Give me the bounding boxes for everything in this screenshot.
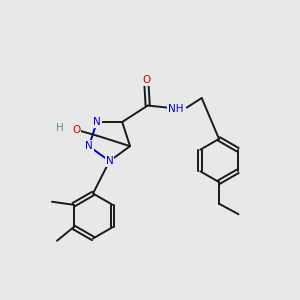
- Text: N: N: [93, 117, 101, 127]
- Text: NH: NH: [168, 103, 184, 113]
- Text: H: H: [56, 123, 63, 133]
- Text: N: N: [85, 141, 93, 151]
- Text: O: O: [142, 75, 150, 85]
- Text: O: O: [72, 125, 80, 135]
- Text: N: N: [106, 156, 113, 166]
